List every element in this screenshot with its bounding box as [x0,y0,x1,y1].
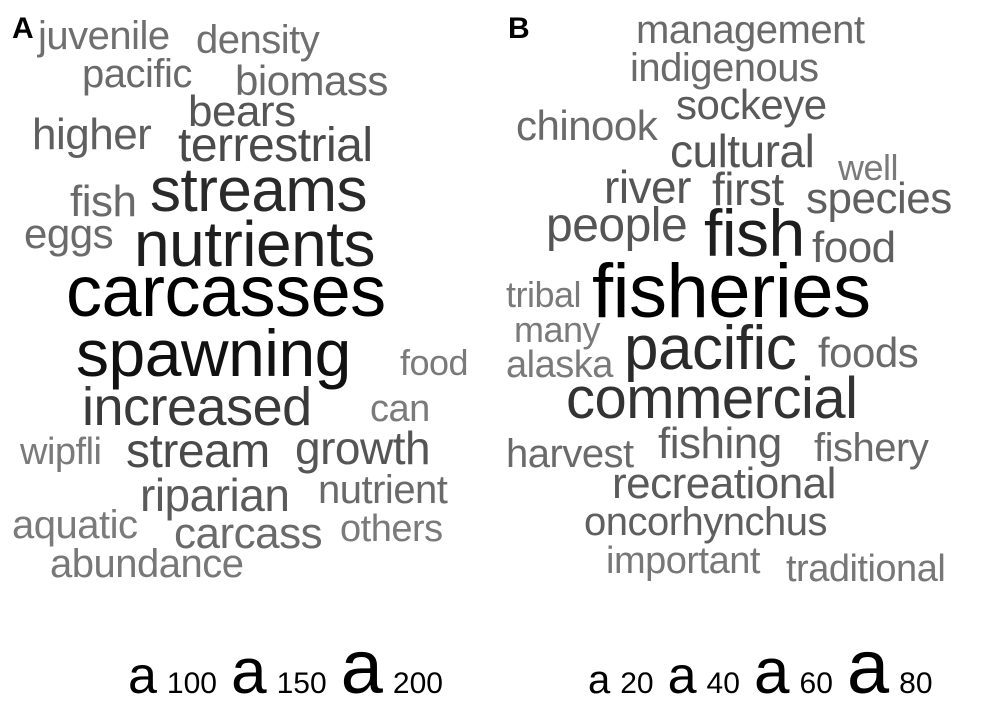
legend-value-200: 200 [392,667,443,700]
word-sockeye: sockeye [676,81,827,128]
word-higher: higher [32,110,152,159]
word-increased: increased [82,377,312,437]
word-spawning: spawning [76,316,351,390]
word-terrestrial: terrestrial [178,119,373,172]
word-fishing: fishing [658,419,782,468]
legend-value-100: 100 [166,667,217,700]
word-tribal: tribal [506,274,582,315]
word-many: many [514,309,601,350]
word-fishery: fishery [814,426,929,470]
word-nutrient: nutrient [318,468,448,512]
legend-glyph-80: a [846,625,890,710]
word-fish: fish [70,177,137,226]
word-aquatic: aquatic [12,503,138,547]
word-can: can [370,388,430,430]
word-cloud-panel-a: A juvenile density pacific biomass bears… [12,12,469,706]
word-density: density [196,18,320,62]
word-food: food [400,342,469,383]
legend-value-40: 40 [706,667,740,700]
word-indigenous: indigenous [630,46,819,90]
word-eggs: eggs [24,210,114,257]
legend-value-20: 20 [620,667,654,700]
word-biomass: biomass [235,57,388,104]
word-fisheries: fisheries [592,249,871,334]
word-pacific: pacific [82,52,192,96]
word-others: others [340,508,443,550]
word-streams: streams [150,156,367,225]
word-species: species [806,174,952,223]
word-food: food [812,223,896,272]
word-traditional: traditional [786,548,946,590]
word-alaska: alaska [506,344,613,386]
word-cultural: cultural [670,125,815,177]
word-fish: fish [704,196,805,270]
word-abundance: abundance [50,542,244,586]
size-legend-b: a 20 a 40 a 60 a 80 [588,630,947,706]
word-commercial: commercial [566,366,858,431]
word-growth: growth [295,422,431,474]
word-first: first [712,163,784,215]
word-riparian: riparian [140,469,290,521]
word-people: people [546,199,688,252]
legend-value-60: 60 [799,667,833,700]
word-wipfli: wipfli [20,431,102,473]
size-legend-a: a 100 a 150 a 200 [128,630,457,706]
word-cloud-panel-b: B management indigenous sockeye chinook … [494,0,988,718]
word-well: well [838,147,899,188]
legend-glyph-150: a [230,635,267,707]
word-carcass: carcass [174,509,323,558]
word-important: important [606,540,760,582]
word-bears: bears [188,87,296,136]
word-carcasses: carcasses [66,252,386,332]
legend-glyph-200: a [340,625,383,710]
legend-glyph-20: a [588,658,611,702]
legend-glyph-40: a [667,647,697,705]
word-foods: foods [818,329,919,376]
word-juvenile: juvenile [38,14,170,58]
word-stream: stream [126,425,270,478]
word-recreational: recreational [612,459,836,508]
panel-label-b: B [508,12,530,45]
word-harvest: harvest [506,432,634,476]
word-management: management [636,8,865,52]
word-pacific: pacific [624,314,797,383]
word-nutrients: nutrients [134,208,375,280]
word-river: river [604,161,691,213]
legend-glyph-60: a [753,635,790,707]
word-oncorhynchus: oncorhynchus [584,500,828,544]
word-chinook: chinook [516,102,658,149]
panel-label-a: A [12,12,34,45]
legend-value-150: 150 [276,667,327,700]
legend-value-80: 80 [899,667,933,700]
legend-glyph-100: a [128,647,157,705]
